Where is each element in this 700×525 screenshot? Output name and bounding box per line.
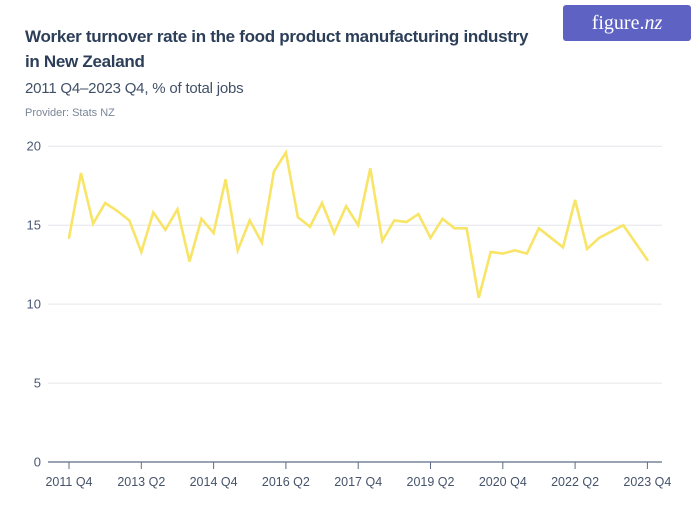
y-tick-label-10: 10 — [27, 297, 41, 312]
x-axis-labels: 2011 Q4 2013 Q2 2014 Q4 2016 Q2 2017 Q4 … — [45, 475, 671, 489]
figure-nz-logo[interactable]: figure. nz — [563, 5, 691, 41]
logo-text-main: figure. — [591, 11, 645, 34]
x-tick-label: 2019 Q2 — [407, 475, 455, 489]
x-tick-label: 2017 Q4 — [334, 475, 382, 489]
gridlines — [48, 145, 662, 384]
page-title-line-1: Worker turnover rate in the food product… — [25, 27, 529, 46]
x-tick-label: 2013 Q2 — [117, 475, 165, 489]
x-tick-label: 2023 Q4 — [623, 475, 671, 489]
page-title-line-2: in New Zealand — [25, 52, 145, 71]
x-axis-ticks — [68, 462, 648, 469]
y-tick-label-20: 20 — [27, 139, 41, 154]
y-axis-labels: 20 15 10 5 0 — [27, 139, 41, 470]
y-tick-label-0: 0 — [34, 455, 41, 470]
provider-credit: Provider: Stats NZ — [25, 107, 115, 119]
x-tick-label: 2016 Q2 — [262, 475, 310, 489]
turnover-rate-line-series — [67, 148, 649, 299]
x-tick-label: 2022 Q2 — [551, 475, 599, 489]
x-tick-label: 2014 Q4 — [190, 475, 238, 489]
page-title: Worker turnover rate in the food product… — [25, 24, 528, 74]
x-tick-label: 2020 Q4 — [479, 475, 527, 489]
y-tick-label-15: 15 — [27, 218, 41, 233]
y-tick-label-5: 5 — [34, 376, 41, 391]
logo-text-suffix: nz — [644, 11, 663, 34]
chart-subtitle: 2011 Q4–2023 Q4, % of total jobs — [25, 80, 244, 97]
x-tick-label: 2011 Q4 — [45, 475, 92, 489]
